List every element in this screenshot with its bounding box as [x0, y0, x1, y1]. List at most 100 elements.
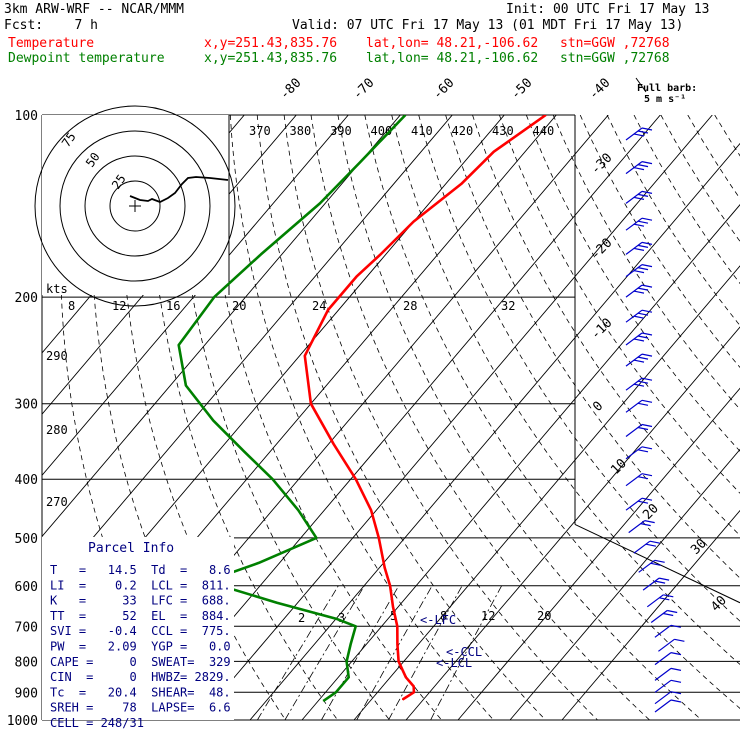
wind-barb	[654, 652, 672, 666]
isotherm	[509, 448, 740, 721]
wind-barb-flag	[633, 290, 645, 294]
wind-barb-flag	[633, 196, 645, 200]
dewpoint-point	[335, 618, 337, 620]
dewpoint-point	[272, 478, 274, 480]
wind-barb	[654, 624, 672, 638]
legend-temperature: Temperature	[8, 36, 95, 51]
parcel-info-row: CAPE = 0 SWEAT= 329	[50, 655, 231, 669]
parcel-info-row: TT = 52 EL = 884.	[50, 609, 231, 623]
temperature-point	[398, 660, 400, 663]
isotherm	[42, 115, 453, 599]
pressure-tick-label: 400	[15, 473, 38, 488]
wind-barb-flag	[659, 597, 670, 601]
theta-label: 280	[46, 423, 68, 437]
station-readout-dew: stn=GGW ,72768	[560, 51, 670, 66]
dewpoint-point	[404, 115, 406, 116]
pressure-tick-label: 900	[15, 686, 38, 701]
wind-barb	[654, 667, 672, 681]
parcel-info-row: CIN = 0 HWBZ= 2829.	[50, 670, 231, 684]
wind-barb-flag	[633, 338, 645, 342]
speed-label: 8	[68, 299, 75, 313]
isotherm-label: -20	[588, 236, 615, 263]
barb-legend-line2: 5 m s⁻¹	[644, 94, 687, 105]
temperature-point	[405, 676, 407, 678]
temperature-point	[545, 115, 547, 116]
wind-barb-flag	[637, 287, 649, 291]
isotherm-label: -60	[430, 76, 457, 103]
wind-barb	[658, 638, 675, 652]
wind-barb-flag	[674, 638, 685, 642]
barb-legend-shaft	[635, 77, 647, 93]
dewpoint-point	[346, 660, 348, 663]
dewpoint-point	[213, 296, 215, 298]
temperature-point	[460, 183, 462, 185]
wind-barb-flag	[670, 652, 682, 656]
isotherm-label: -70	[350, 76, 377, 103]
temperature-point	[355, 478, 357, 480]
wind-barb-flag	[637, 193, 649, 197]
wind-barb-flag	[641, 423, 653, 428]
wind-barb	[628, 520, 646, 534]
temperature-point	[392, 606, 394, 608]
dewpoint-point	[297, 509, 299, 511]
dry-adiabat	[579, 115, 740, 368]
dry-adiabat	[310, 115, 650, 721]
parcel-info-box	[42, 537, 234, 720]
wind-barb-flag	[637, 356, 649, 360]
wind-barb-flag	[633, 270, 645, 274]
temperature-point	[413, 220, 415, 223]
wind-barb-flag	[641, 217, 653, 221]
wind-barb-flag	[641, 264, 653, 268]
wind-barb-flag	[633, 315, 645, 319]
temperature-point	[389, 585, 391, 587]
temperature-point	[396, 625, 398, 627]
speed-label: 32	[501, 299, 515, 313]
hodograph-ring-label: 75	[59, 130, 79, 150]
temperature-point	[355, 276, 358, 278]
dewpoint-point	[178, 344, 180, 346]
dewpoint-point	[350, 643, 352, 646]
wind-barb-flag	[641, 190, 653, 194]
temperature-point	[413, 685, 415, 688]
wind-barb-flag	[641, 309, 653, 313]
wind-barb-flag	[633, 383, 645, 387]
mixing-ratio-label: 12	[481, 609, 495, 623]
wind-barb	[654, 679, 672, 693]
wind-barb-flag	[670, 624, 682, 628]
isotherm-label: -40	[586, 76, 613, 103]
isotherm-label: -30	[588, 151, 615, 178]
dry-adiabat	[418, 115, 740, 622]
isotherm	[405, 326, 740, 721]
wind-barb-flag	[650, 562, 661, 566]
wind-barb-flag	[658, 577, 670, 581]
dry-adiabat	[552, 115, 740, 410]
wind-barb-flag	[641, 284, 653, 288]
temperature-point	[379, 253, 382, 255]
wind-barb	[642, 577, 660, 591]
isotherm	[42, 115, 349, 477]
wind-barb-flag	[641, 473, 653, 477]
dry-adiabat	[472, 115, 740, 537]
mixing-ratio-line	[356, 585, 433, 721]
isotherm	[42, 115, 401, 538]
dewpoint-point	[319, 202, 321, 204]
mixing-ratio-label: 8	[440, 609, 447, 623]
dewpoint-point	[355, 625, 357, 627]
speed-label: 12	[112, 299, 126, 313]
level-marker-lfc: <-LFC	[420, 613, 456, 627]
temperature-point	[304, 355, 306, 357]
hodograph-ring	[109, 180, 161, 232]
hodograph-ring-label: 25	[109, 172, 129, 192]
wind-barb-flag	[633, 223, 645, 227]
pressure-tick-label: 100	[15, 109, 38, 124]
theta-label: 270	[46, 495, 68, 509]
dry-adiabat	[445, 115, 740, 579]
dewpoint-point	[185, 384, 187, 387]
isotherm	[457, 387, 740, 721]
dry-adiabat	[606, 115, 740, 327]
hodograph-ring	[84, 155, 186, 257]
wind-barb-flag	[654, 580, 666, 584]
forecast-hour: Fcst: 7 h	[4, 18, 98, 33]
temperature-point	[493, 151, 495, 153]
wind-barb	[625, 446, 643, 460]
